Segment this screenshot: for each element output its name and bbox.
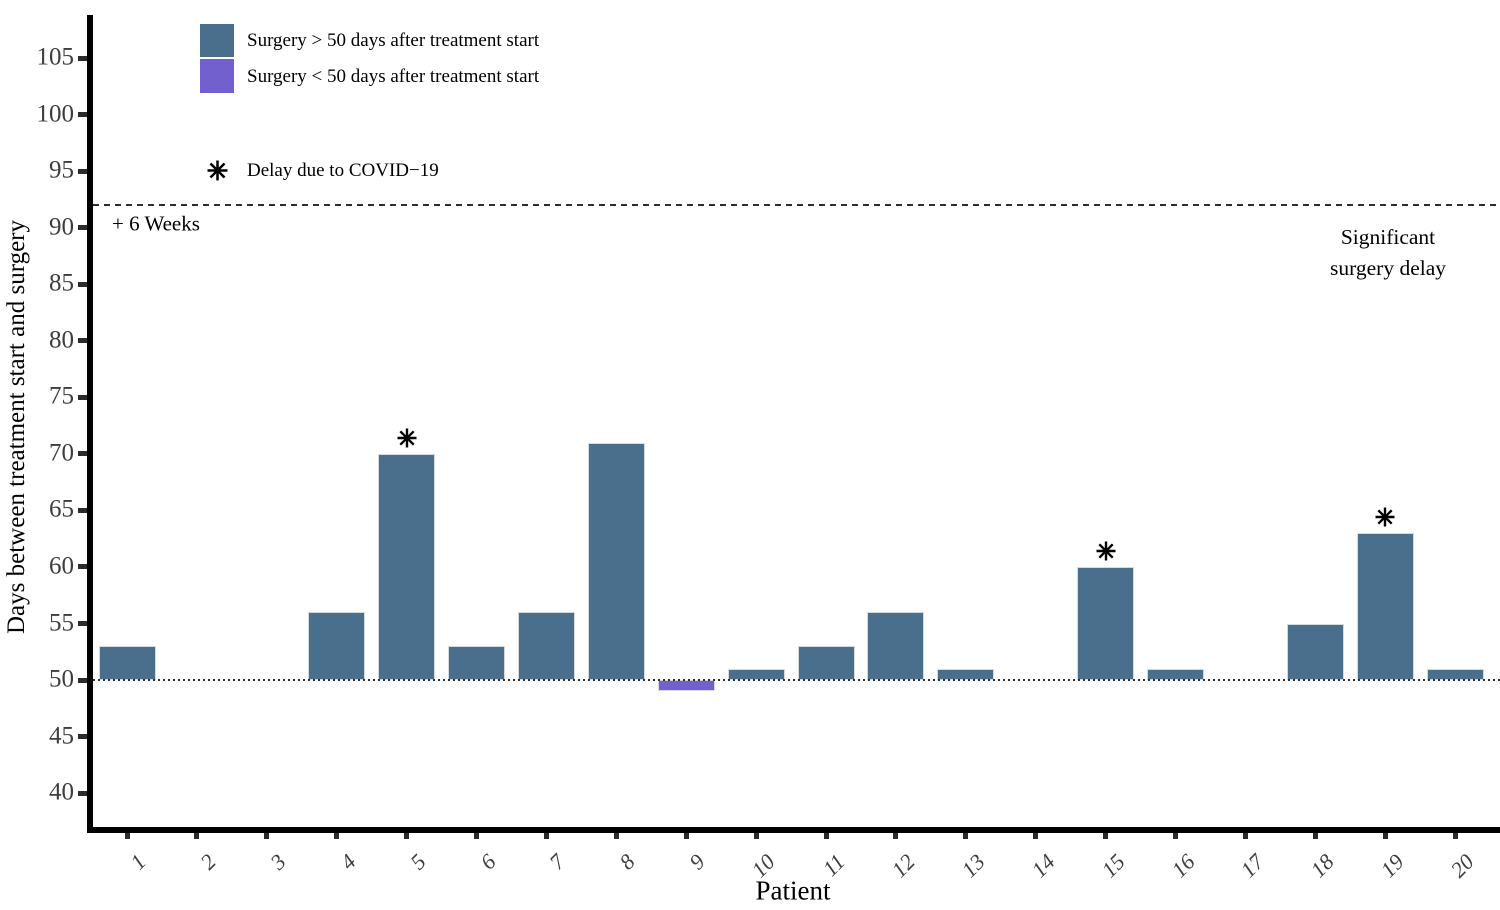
y-tick-mark (78, 55, 87, 61)
bar-patient-12 (867, 612, 925, 681)
y-tick-label: 70 (49, 439, 74, 467)
x-tick-mark (1173, 833, 1178, 839)
x-tick-mark (1103, 833, 1109, 839)
covid-asterisk-icon (207, 160, 228, 186)
covid-delay-asterisk-patient-19 (1375, 507, 1395, 532)
covid-delay-asterisk-patient-5 (397, 428, 417, 453)
bar-patient-7 (517, 612, 575, 681)
y-tick-mark (78, 734, 87, 740)
x-tick-label: 18 (1305, 849, 1339, 883)
y-axis-title: Days between treatment start and surgery (3, 220, 30, 634)
x-tick-label: 7 (544, 849, 571, 875)
legend-label-surgery-early: Surgery < 50 days after treatment start (247, 66, 540, 87)
x-tick-label: 19 (1375, 849, 1409, 883)
covid-delay-asterisk-patient-15 (1096, 541, 1116, 566)
y-tick-label: 75 (49, 382, 74, 410)
six-weeks-annotation: + 6 Weeks (112, 211, 200, 236)
x-tick-mark (543, 833, 549, 839)
y-tick-label: 95 (49, 156, 74, 184)
x-tick-label: 8 (614, 849, 640, 875)
x-tick-label: 14 (1026, 849, 1060, 883)
y-tick-label: 60 (49, 552, 74, 580)
x-tick-mark (893, 833, 899, 839)
legend-swatch-surgery-late (200, 24, 234, 57)
x-tick-mark (264, 833, 270, 839)
x-tick-label: 20 (1445, 849, 1479, 883)
x-tick-mark (124, 833, 130, 839)
x-tick-label: 3 (265, 849, 291, 875)
dotted-reference-line-50 (93, 679, 1500, 682)
bar-patient-9 (657, 680, 715, 692)
x-tick-mark (1312, 833, 1318, 839)
dashed-reference-line-92 (93, 204, 1500, 207)
y-tick-label: 40 (49, 778, 74, 806)
x-axis-title: Patient (755, 875, 831, 906)
y-axis-line (87, 15, 93, 833)
x-tick-label: 9 (684, 849, 710, 875)
x-tick-mark (1382, 833, 1388, 839)
x-tick-label: 17 (1235, 849, 1270, 883)
bar-patient-5 (378, 453, 436, 681)
y-tick-mark (78, 394, 87, 400)
x-tick-mark (334, 833, 340, 839)
bar-patient-15 (1077, 566, 1135, 681)
significant-delay-line1: Significant (1340, 225, 1436, 249)
y-tick-mark (78, 225, 87, 231)
x-tick-mark (683, 833, 689, 839)
x-tick-mark (1033, 833, 1039, 839)
x-tick-mark (474, 833, 479, 839)
y-tick-label: 65 (49, 495, 74, 523)
bar-patient-19 (1356, 533, 1414, 681)
y-tick-mark (78, 281, 87, 287)
y-tick-label: 105 (36, 43, 75, 71)
x-tick-mark (194, 833, 200, 839)
bar-patient-8 (587, 442, 645, 681)
y-tick-mark (78, 338, 87, 344)
bar-patient-4 (308, 612, 366, 681)
y-tick-label: 55 (49, 608, 74, 636)
y-tick-label: 50 (49, 665, 74, 693)
y-tick-mark (78, 790, 87, 796)
x-tick-label: 2 (195, 849, 221, 875)
x-tick-label: 4 (334, 849, 361, 875)
y-tick-mark (78, 621, 87, 626)
bar-patient-6 (448, 646, 505, 681)
significant-delay-line2: surgery delay (1329, 256, 1447, 280)
x-tick-label: 15 (1096, 849, 1130, 883)
y-tick-label: 80 (49, 326, 74, 354)
x-axis-line (87, 827, 1500, 833)
y-tick-label: 85 (49, 269, 74, 297)
y-tick-mark (78, 168, 87, 174)
y-tick-mark (78, 564, 87, 570)
significant-delay-annotation: Significant surgery delay (1330, 222, 1446, 284)
y-tick-label: 45 (49, 722, 74, 750)
x-tick-mark (753, 833, 759, 839)
y-tick-mark (78, 451, 87, 457)
x-tick-label: 1 (125, 849, 151, 875)
bar-patient-18 (1286, 623, 1344, 681)
x-tick-label: 16 (1165, 849, 1200, 883)
x-tick-mark (1242, 833, 1248, 839)
y-tick-mark (78, 507, 87, 513)
legend-label-covid: Delay due to COVID−19 (247, 160, 439, 181)
x-tick-mark (823, 833, 829, 839)
legend-swatch-surgery-early (200, 59, 234, 93)
x-tick-mark (963, 833, 969, 839)
x-tick-mark (404, 833, 410, 839)
y-tick-mark (78, 677, 87, 683)
y-tick-mark (78, 112, 87, 118)
x-tick-mark (1452, 833, 1458, 839)
legend-label-surgery-late: Surgery > 50 days after treatment start (247, 30, 540, 51)
bar-patient-11 (797, 646, 855, 681)
x-tick-label: 5 (404, 849, 431, 875)
x-tick-label: 13 (956, 849, 990, 883)
bar-patient-1 (98, 646, 156, 681)
y-tick-label: 90 (49, 213, 74, 241)
y-tick-label: 100 (36, 99, 75, 127)
x-tick-label: 12 (886, 849, 920, 883)
x-tick-mark (613, 833, 619, 839)
x-tick-label: 6 (474, 849, 501, 875)
